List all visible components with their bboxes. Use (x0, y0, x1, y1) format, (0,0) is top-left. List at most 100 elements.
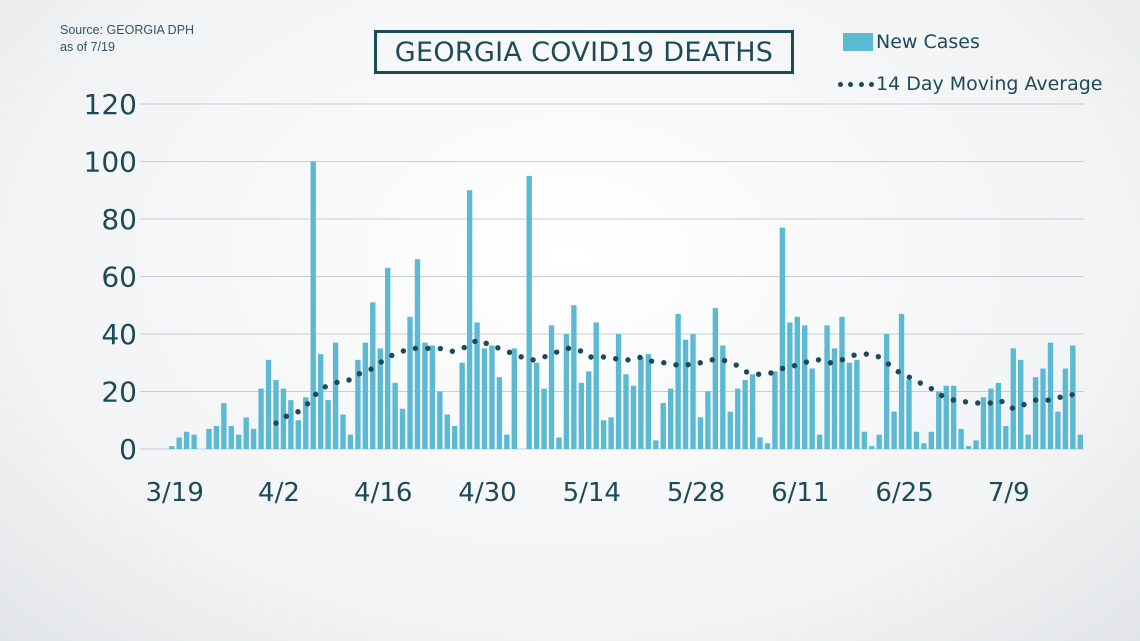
moving-average-dot (1045, 397, 1051, 403)
y-axis-ticks: 0 20 40 60 80 100 120 (84, 88, 137, 466)
bar (1025, 434, 1031, 449)
moving-average-dot (322, 384, 328, 390)
bar (1018, 359, 1024, 449)
bar (191, 434, 197, 449)
bar (429, 345, 436, 449)
bar (280, 388, 287, 449)
bar (250, 428, 257, 449)
bar (1010, 348, 1016, 449)
bar (236, 434, 242, 449)
bar (444, 414, 450, 449)
bar (533, 362, 540, 449)
bar (1040, 368, 1046, 449)
bar (794, 316, 800, 449)
bar (824, 325, 830, 449)
bar (906, 380, 912, 449)
bar (414, 259, 421, 449)
moving-average-dot (851, 352, 857, 358)
moving-average-dot (600, 354, 607, 360)
legend-item-new-cases: New Cases (843, 31, 980, 53)
moving-average-dot (565, 345, 572, 352)
bar (749, 374, 756, 449)
bar (705, 391, 711, 449)
moving-average-dot (542, 353, 548, 360)
bar (213, 426, 220, 449)
bar (1032, 377, 1039, 449)
bar (988, 388, 994, 449)
x-tick-label: 6/25 (875, 478, 933, 508)
bar (690, 334, 696, 449)
bar (273, 380, 279, 449)
bar (422, 342, 428, 449)
moving-average-dot (1069, 391, 1075, 398)
bar (876, 434, 882, 449)
moving-average-dot (928, 385, 935, 392)
bar (638, 357, 644, 449)
bar (526, 175, 532, 449)
bar (317, 354, 324, 449)
y-tick-label: 40 (101, 318, 137, 351)
bar (839, 316, 845, 449)
bar (325, 400, 331, 449)
moving-average-dot (661, 360, 667, 366)
bar (861, 431, 867, 449)
bar (347, 434, 354, 449)
bar (668, 388, 674, 449)
y-tick-label: 60 (101, 261, 137, 294)
bar (511, 348, 517, 449)
bar (295, 420, 302, 449)
moving-average-dot (588, 354, 594, 360)
bar (1062, 368, 1069, 449)
moving-average-dot (295, 409, 301, 415)
moving-average-dot (304, 401, 311, 407)
bar (869, 446, 875, 449)
bar (362, 342, 369, 449)
bar (630, 385, 637, 449)
bar (399, 408, 406, 449)
bar (608, 417, 614, 449)
moving-average-line (273, 338, 1075, 426)
moving-average-dot (461, 344, 467, 351)
bar (392, 382, 398, 449)
bar (578, 382, 584, 449)
moving-average-dot (472, 338, 478, 345)
bar (958, 428, 964, 449)
bar (466, 190, 473, 449)
bar (816, 434, 823, 449)
bar (928, 431, 935, 449)
bar (481, 348, 488, 449)
moving-average-dot (283, 413, 290, 419)
moving-average-dot (885, 361, 892, 367)
source-line: Source: GEORGIA DPH (60, 23, 195, 37)
moving-average-dot (791, 362, 798, 369)
gridlines (140, 103, 1084, 450)
bar (370, 302, 376, 449)
bar (1055, 411, 1061, 449)
bar (787, 322, 793, 449)
x-axis-ticks: 3/19 4/2 4/16 4/30 5/14 5/28 6/11 6/25 7/9 (146, 478, 1030, 508)
bar (883, 334, 890, 449)
bar (809, 368, 815, 449)
bar (176, 437, 182, 449)
bar (645, 354, 652, 449)
moving-average-dot (895, 369, 901, 375)
bar (377, 348, 383, 449)
bar (764, 443, 771, 449)
source-note: Source: GEORGIA DPH as of 7/19 (60, 22, 194, 56)
bar (831, 348, 838, 449)
bar (437, 391, 443, 449)
bar (504, 434, 510, 449)
moving-average-dot (637, 354, 643, 361)
bar (660, 403, 666, 449)
moving-average-dot (1009, 405, 1016, 411)
bar (571, 305, 577, 449)
bar (995, 382, 1002, 449)
moving-average-dot (768, 370, 774, 376)
moving-average-dot (577, 348, 584, 354)
bar (846, 362, 853, 449)
bar (898, 313, 905, 449)
moving-average-dot (863, 351, 870, 357)
x-tick-label: 6/11 (771, 478, 829, 508)
bar (563, 334, 570, 449)
bar (489, 345, 495, 449)
